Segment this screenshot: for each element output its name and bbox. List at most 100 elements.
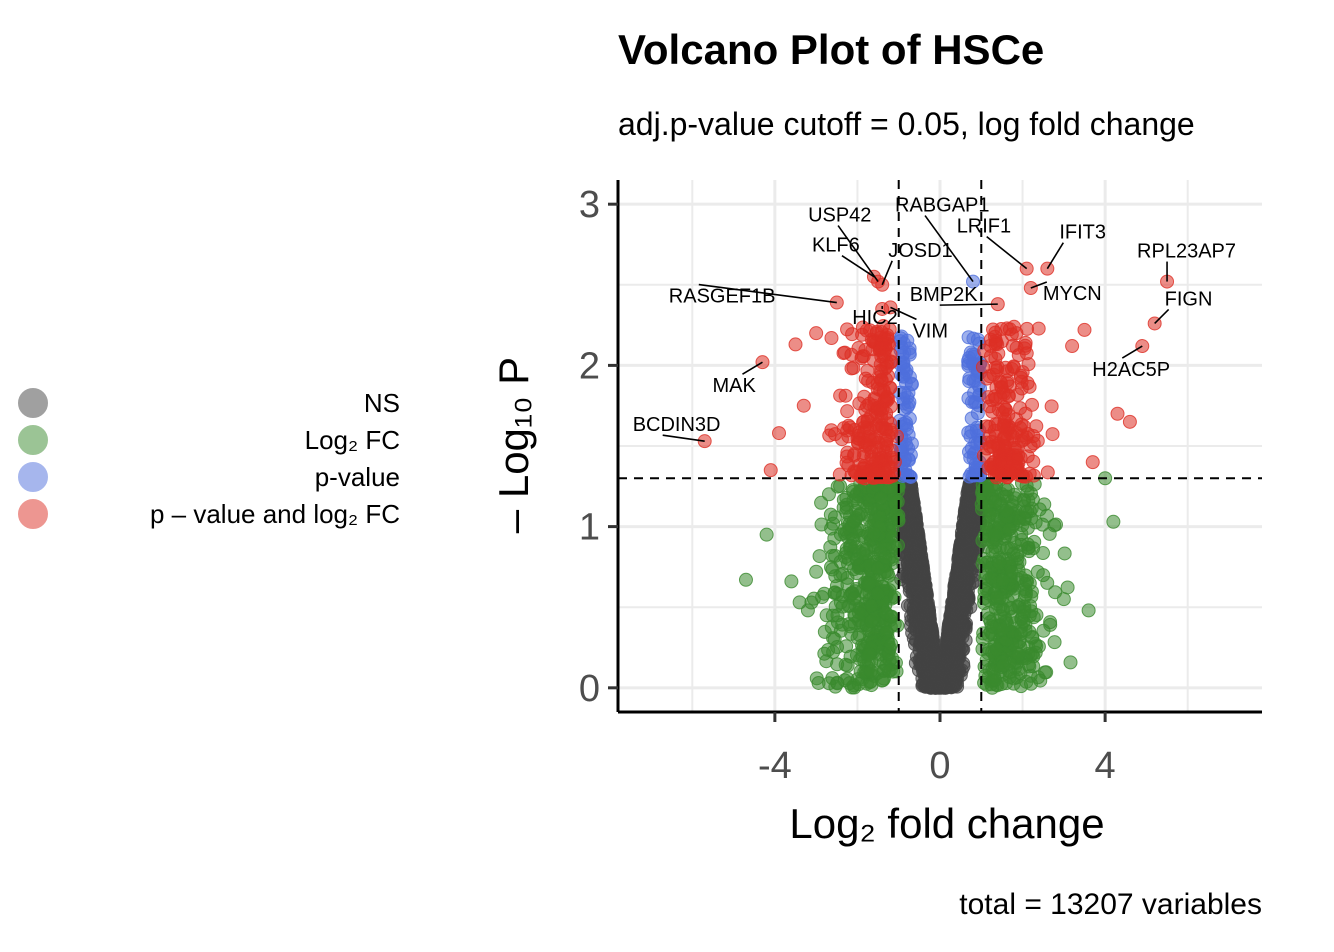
gene-label: BCDIN3D (633, 414, 721, 436)
gene-connector (986, 236, 1028, 270)
log2fc-point (878, 605, 893, 620)
gene-label: H2AC5P (1092, 359, 1170, 381)
significant-point (858, 342, 873, 357)
x-tick-label: 0 (929, 745, 950, 787)
log2fc-point (873, 491, 888, 506)
log2fc-point (1002, 522, 1017, 537)
gene-connector (698, 283, 837, 304)
log2fc-point (1063, 655, 1078, 670)
log2fc-point (800, 603, 815, 618)
legend-item-ns: NS (10, 384, 400, 421)
gene-connector (1121, 345, 1143, 359)
y-tick-label: 0 (579, 668, 600, 710)
ns-point (914, 550, 929, 565)
ns-point (929, 680, 944, 695)
significant-point (846, 360, 861, 375)
ns-point (965, 524, 980, 539)
significant-point (840, 404, 855, 419)
log2fc-point (851, 677, 866, 692)
significant-point (763, 463, 778, 478)
significant-point (1007, 319, 1022, 334)
gene-connector (837, 225, 879, 283)
legend-key-pvalue (18, 462, 48, 492)
significant-point (1077, 322, 1092, 337)
gene-label: FIGN (1165, 288, 1213, 310)
log2fc-point (863, 664, 878, 679)
gene-connector (939, 303, 998, 306)
significant-point (1000, 364, 1015, 379)
log2fc-point (1013, 626, 1028, 641)
significant-point (809, 326, 824, 341)
significant-point (878, 464, 893, 479)
log2fc-point (1018, 568, 1033, 583)
log2fc-point (1047, 635, 1062, 650)
significant-point (824, 331, 839, 346)
log2fc-point (1043, 615, 1058, 630)
log2fc-point (1056, 592, 1071, 607)
significant-point (988, 351, 1003, 366)
legend-label-log2fc: Log₂ FC (304, 425, 400, 455)
significant-point (993, 455, 1008, 470)
log2fc-point (878, 550, 893, 565)
log2fc-point (811, 675, 826, 690)
log2fc-point (759, 527, 774, 542)
legend-item-log2fc: Log₂ FC (10, 421, 400, 458)
log2fc-point (884, 637, 899, 652)
significant-point (996, 430, 1011, 445)
gene-connector (841, 255, 875, 278)
gene-label: RASGEF1B (669, 286, 776, 308)
significant-point (1045, 427, 1060, 442)
significant-point (873, 341, 888, 356)
log2fc-point (1081, 603, 1096, 618)
log2fc-point (980, 483, 995, 498)
gene-connector (1154, 308, 1170, 325)
pvalue-point (962, 444, 977, 459)
log2fc-point (983, 507, 998, 522)
log2fc-point (836, 492, 851, 507)
gene-label: USP42 (808, 205, 871, 227)
log2fc-point (835, 599, 850, 614)
x-tick-label: 4 (1095, 745, 1116, 787)
x-axis-label: Log₂ fold change (789, 800, 1104, 847)
log2fc-point (861, 576, 876, 591)
log2fc-point (1106, 514, 1121, 529)
log2fc-point (992, 556, 1007, 571)
log2fc-point (987, 527, 1002, 542)
ns-point (913, 598, 928, 613)
log2fc-point (841, 617, 856, 632)
significant-point (993, 375, 1008, 390)
log2fc-point (1037, 497, 1052, 512)
gene-connector (890, 306, 917, 321)
significant-point (1040, 465, 1055, 480)
gene-label: BMP2K (910, 284, 978, 306)
y-tick-label: 3 (579, 184, 600, 226)
significant-point (883, 355, 898, 370)
significant-point (796, 398, 811, 413)
log2fc-point (995, 573, 1010, 588)
significant-point (1014, 381, 1029, 396)
log2fc-point (821, 487, 836, 502)
log2fc-point (999, 503, 1014, 518)
log2fc-points (738, 471, 1121, 695)
log2fc-point (1028, 515, 1043, 530)
pvalue-point (900, 400, 915, 415)
pvalue-point (970, 406, 985, 421)
pvalue-point (896, 359, 911, 374)
ns-point (962, 496, 977, 511)
significant-point (856, 469, 871, 484)
legend-item-pvalue: p-value (10, 458, 400, 495)
log2fc-point (977, 583, 992, 598)
significant-point (857, 389, 872, 404)
log2fc-point (885, 529, 900, 544)
significant-point (1009, 451, 1024, 466)
pvalue-point (900, 467, 915, 482)
significant-point (827, 427, 842, 442)
log2fc-point (840, 671, 855, 686)
significant-point (1015, 365, 1030, 380)
significant-point (986, 322, 1001, 337)
log2fc-point (1011, 647, 1026, 662)
chart-caption: total = 13207 variables (959, 888, 1262, 921)
legend-label-ns: NS (363, 388, 400, 418)
